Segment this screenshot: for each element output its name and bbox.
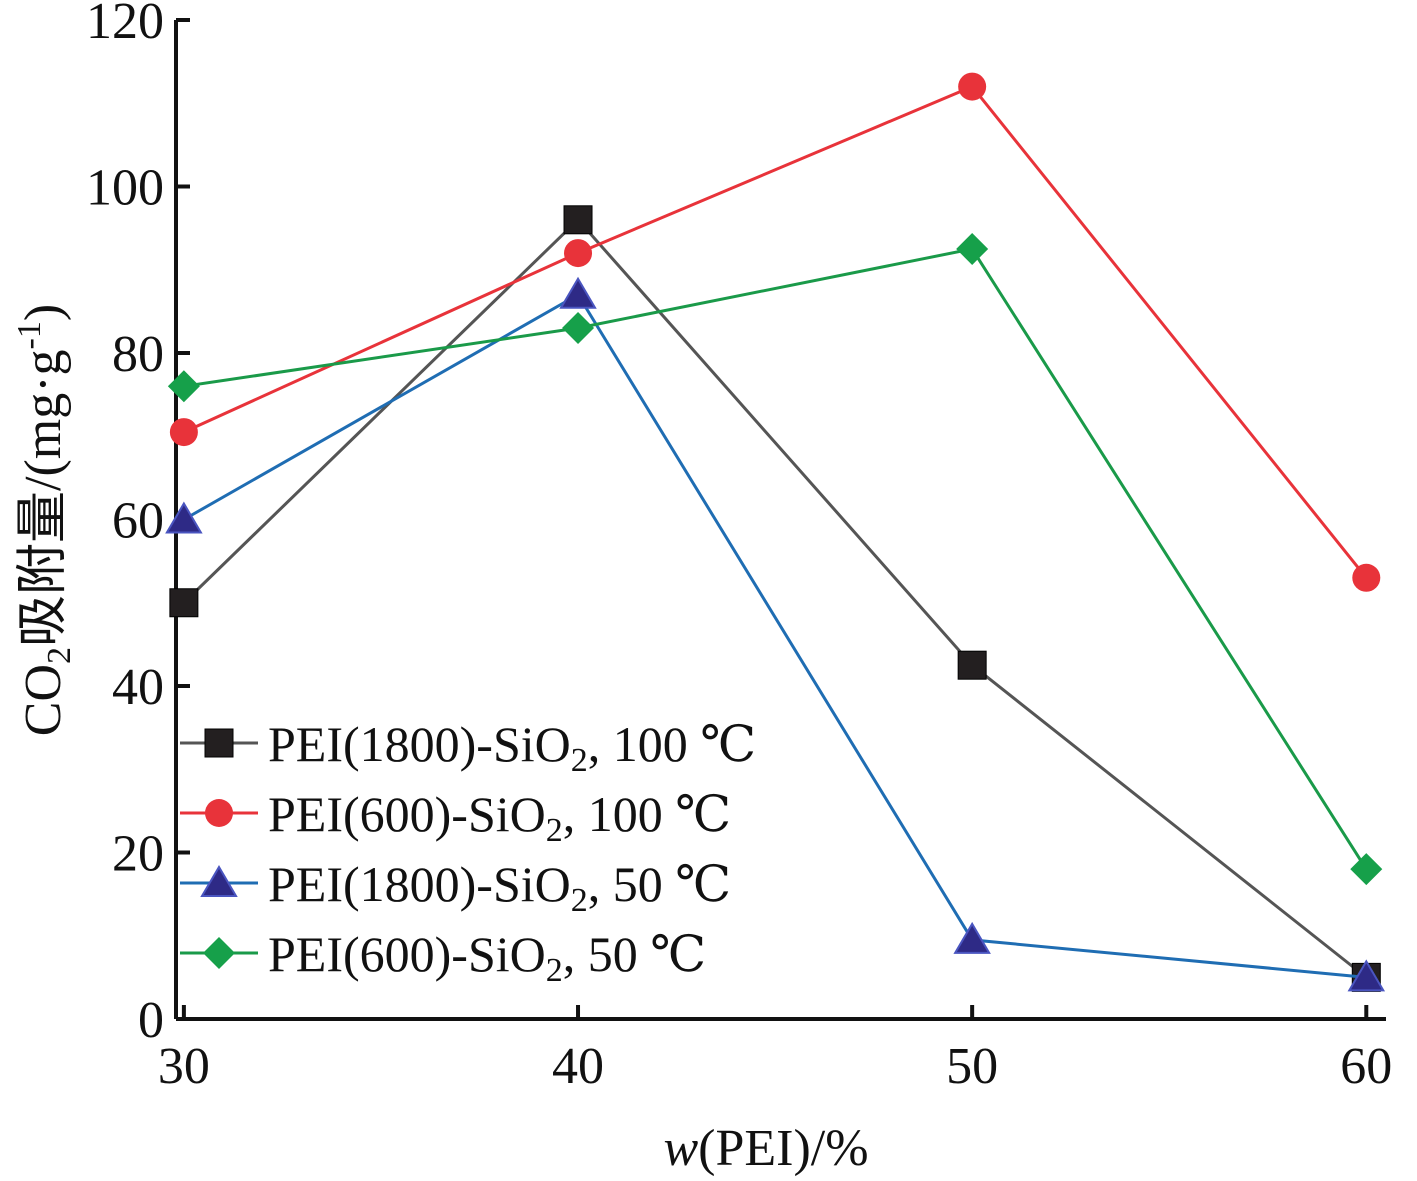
- y-axis-title-mid: 吸附量/(mg·g: [15, 349, 72, 647]
- series-3: [165, 276, 1386, 992]
- data-point-marker: [169, 588, 199, 618]
- y-axis-title: CO2吸附量/(mg·g-1): [11, 304, 78, 736]
- y-tick-label: 60: [112, 493, 164, 550]
- ticks: 0 20 40 60 80 100 120 30 40 50 60: [86, 0, 1392, 1095]
- legend-label-post: , 50 ℃: [563, 926, 706, 982]
- data-point-marker: [957, 650, 987, 680]
- data-point-marker: [958, 72, 987, 101]
- legend-marker: [204, 728, 234, 758]
- legend-label: PEI(1800)-SiO2, 100 ℃: [268, 716, 756, 779]
- legend-entry: PEI(600)-SiO2, 50 ℃: [180, 926, 706, 989]
- y-tick-label: 40: [112, 659, 164, 716]
- data-point-marker: [1352, 563, 1381, 592]
- series-2: [169, 72, 1381, 592]
- legend-marker: [200, 865, 238, 897]
- y-axis-title-sup: -1: [11, 321, 48, 349]
- legend-label-pre: PEI(600)-SiO: [268, 926, 546, 982]
- y-axis-title-post: ): [15, 304, 72, 321]
- y-tick-label: 120: [86, 0, 164, 50]
- legend-label-pre: PEI(1800)-SiO: [268, 716, 571, 772]
- x-axis-title: w(PEI)/%: [663, 1120, 868, 1177]
- legend-label-pre: PEI(600)-SiO: [268, 786, 546, 842]
- data-point-marker: [1347, 959, 1386, 992]
- legend-label: PEI(600)-SiO2, 50 ℃: [268, 926, 706, 989]
- y-axis-title-sub: 2: [41, 647, 78, 664]
- data-point-marker: [564, 239, 593, 268]
- y-tick-label: 20: [112, 826, 164, 883]
- series-4: [167, 232, 1383, 886]
- x-axis-title-rest: (PEI)/%: [698, 1120, 868, 1177]
- series-line: [183, 84, 1368, 579]
- series-line: [183, 292, 1367, 979]
- legend-label-sub: 2: [546, 812, 563, 849]
- data-point-marker: [1350, 853, 1383, 886]
- legend-label: PEI(600)-SiO2, 100 ℃: [268, 786, 731, 849]
- y-tick-label: 80: [112, 326, 164, 383]
- x-axis-title-italic: w: [663, 1120, 698, 1177]
- data-point-marker: [563, 205, 593, 235]
- x-tick-label: 40: [552, 1038, 604, 1095]
- series-line: [183, 247, 1368, 870]
- legend-marker: [203, 937, 235, 969]
- legend-label-post: , 100 ℃: [563, 786, 731, 842]
- data-point-marker: [167, 370, 200, 403]
- x-tick-label: 50: [946, 1038, 998, 1095]
- legend-label-pre: PEI(1800)-SiO: [268, 856, 571, 912]
- legend-label-sub: 2: [571, 882, 588, 919]
- y-tick-label: 100: [86, 160, 164, 217]
- legend-label-post: , 100 ℃: [588, 716, 756, 772]
- legend-label-sub: 2: [571, 742, 588, 779]
- data-point-marker: [559, 276, 597, 309]
- legend-label-sub: 2: [546, 952, 563, 989]
- series-line: [182, 217, 1368, 979]
- legend-entry: PEI(1800)-SiO2, 50 ℃: [180, 856, 731, 919]
- y-axis-title-pre: CO: [15, 664, 72, 736]
- legend-entry: PEI(1800)-SiO2, 100 ℃: [180, 716, 756, 779]
- x-tick-label: 30: [158, 1038, 210, 1095]
- data-point-marker: [953, 921, 991, 954]
- legend-label: PEI(1800)-SiO2, 50 ℃: [268, 856, 731, 919]
- x-tick-label: 60: [1340, 1038, 1392, 1095]
- data-point-marker: [169, 418, 198, 447]
- legend-label-post: , 50 ℃: [588, 856, 731, 912]
- legend-marker: [205, 799, 233, 827]
- data-point-marker: [165, 501, 203, 534]
- data-point-marker: [956, 232, 989, 265]
- data-point-marker: [562, 312, 595, 345]
- legend-entry: PEI(600)-SiO2, 100 ℃: [180, 786, 731, 849]
- series-layer: [165, 72, 1386, 992]
- y-tick-label: 0: [138, 992, 164, 1049]
